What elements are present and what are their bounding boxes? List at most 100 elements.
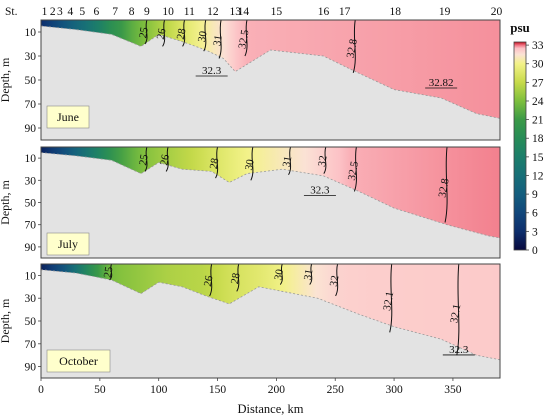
- colorbar-tick-label: 6: [532, 208, 538, 220]
- y-tick-label: 30: [25, 175, 37, 187]
- isohaline-line: [389, 263, 393, 333]
- isohaline-label: 25: [137, 26, 151, 39]
- station-label: 11: [184, 6, 195, 18]
- isohaline-line: [323, 146, 327, 174]
- isohaline-label: 26: [202, 274, 216, 287]
- station-label: 6: [93, 6, 99, 18]
- y-axis-label: Depth, m: [0, 57, 12, 102]
- month-badge: [46, 105, 90, 129]
- salinity-field: [41, 147, 500, 238]
- isohaline-line: [444, 146, 448, 223]
- station-label: 16: [318, 6, 330, 18]
- station-label: 5: [79, 6, 85, 18]
- isohaline-label: 25: [137, 153, 151, 166]
- y-tick-label: 90: [25, 123, 37, 135]
- x-tick-label: 350: [444, 384, 462, 396]
- x-tick-label: 150: [209, 384, 227, 396]
- station-label: 14: [238, 6, 250, 18]
- isohaline-label: 32.8: [345, 38, 360, 60]
- isohaline-line: [144, 146, 148, 172]
- isohaline-line: [288, 146, 292, 176]
- isohaline-label: 28: [229, 272, 243, 285]
- station-prefix: St.: [5, 6, 18, 18]
- annotation-label: 32.3: [202, 65, 222, 77]
- x-tick-label: 0: [38, 384, 44, 396]
- station-label: 2: [50, 6, 56, 18]
- station-label: 9: [144, 6, 150, 18]
- x-axis: 0 50 100 150 200 250 300 350 Distance, km: [38, 378, 462, 416]
- colorbar-tick-label: 33: [532, 40, 544, 52]
- isohaline-line: [209, 263, 213, 297]
- isohaline-line: [244, 19, 248, 57]
- y-tick-label: 10: [25, 27, 37, 39]
- x-tick-label: 200: [268, 384, 286, 396]
- x-tick-label: 300: [385, 384, 403, 396]
- colorbar-tick-label: 18: [532, 133, 544, 145]
- isohaline-label: 31: [211, 34, 225, 47]
- isohaline-label: 32.5: [346, 160, 361, 182]
- isohaline-line: [203, 19, 207, 52]
- month-badge: [46, 232, 90, 256]
- isohaline-line: [144, 19, 148, 45]
- isohaline-line: [456, 263, 460, 356]
- isohaline-line: [250, 146, 254, 181]
- colorbar-tick-label: 30: [532, 59, 544, 71]
- colorbar-tick-label: 24: [532, 96, 544, 108]
- y-tick-label: 70: [25, 220, 37, 232]
- y-tick-label: 90: [25, 242, 37, 254]
- isohaline-line: [236, 263, 240, 292]
- y-tick-label: 10: [25, 270, 37, 282]
- y-tick-label: 10: [25, 153, 37, 165]
- isohaline-line: [218, 19, 222, 59]
- colorbar-tick-label: 12: [532, 170, 544, 182]
- bottom-profile: [40, 152, 501, 239]
- isohaline-line: [162, 19, 166, 47]
- isohaline-label: 26: [155, 27, 169, 40]
- isohaline-label: 28: [208, 157, 222, 170]
- y-tick-label: 50: [25, 75, 37, 87]
- station-label: 17: [339, 6, 351, 18]
- y-tick-label: 30: [25, 293, 37, 305]
- station-label: 19: [439, 6, 451, 18]
- isohaline-line: [165, 146, 169, 172]
- salinity-field: [41, 264, 500, 360]
- annotation-label: 32.3: [310, 185, 330, 197]
- station-label: 15: [271, 6, 283, 18]
- annotation-label: 32.82: [429, 77, 454, 89]
- station-label: 13: [229, 6, 241, 18]
- isohaline-label: 31: [281, 155, 295, 168]
- colorbar-tick-label: 0: [532, 245, 538, 257]
- station-label: 1: [42, 6, 48, 18]
- colorbar-tick-label: 9: [532, 189, 538, 201]
- isohaline-line: [352, 19, 356, 73]
- y-axis-label: Depth, m: [0, 298, 12, 343]
- isohaline-label: 32.8: [437, 177, 452, 199]
- y-tick-label: 50: [25, 198, 37, 210]
- y-tick-label: 90: [25, 362, 37, 374]
- isohaline-line: [309, 263, 313, 285]
- y-tick-label: 30: [25, 51, 37, 63]
- colorbar-tick-label: 15: [532, 152, 544, 164]
- y-tick-label: 70: [25, 99, 37, 111]
- month-label: October: [59, 354, 98, 368]
- panel-october: 25 26 28 30 31 32 32.1 32.1 32.3 October 10 30 50 70 9…: [0, 263, 501, 379]
- x-tick-label: 250: [327, 384, 345, 396]
- colorbar-unit: psu: [510, 20, 530, 35]
- colorbar-tick-label: 21: [532, 115, 544, 127]
- station-label: 7: [112, 6, 118, 18]
- salinity-field: [41, 20, 500, 119]
- month-label: July: [58, 237, 78, 251]
- colorbar: psu 0 3 6 9 12 15 18 21 24 27 30 33: [510, 20, 544, 257]
- colorbar-tick-label: 3: [532, 226, 538, 238]
- y-axis-label: Depth, m: [0, 180, 12, 225]
- month-label: June: [57, 110, 79, 124]
- colorbar-scale: [513, 41, 527, 251]
- isohaline-label: 30: [196, 30, 210, 43]
- panel-june: 25 26 28 30 31 32.5 32.832.332.82June103050709…: [0, 19, 501, 141]
- isohaline-line: [335, 263, 339, 297]
- isohaline-label: 32.5: [236, 28, 251, 50]
- isohaline-label: 30: [272, 268, 286, 281]
- station-label: 8: [129, 6, 135, 18]
- isohaline-line: [109, 263, 113, 281]
